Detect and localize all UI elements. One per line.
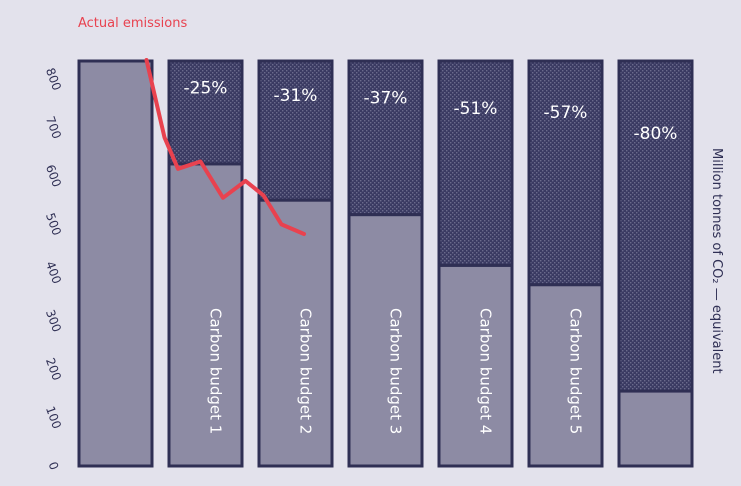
bars-group: -25% Carbon budget 1 -31% Carbon budget 2 -3… <box>77 59 694 468</box>
y-axis: 0 100 200 300 400 500 600 700 800 <box>43 66 64 472</box>
bar-reduction-segment <box>437 59 514 267</box>
bar-emissions-segment <box>257 198 334 468</box>
bar-emissions-segment <box>77 59 154 468</box>
y-tick-label: 100 <box>43 404 64 430</box>
y-axis-label: Million tonnes of CO₂ — equivalent <box>709 148 724 374</box>
reduction-label: -37% <box>364 89 408 109</box>
y-tick-label: 800 <box>43 66 64 92</box>
bar-reduction-segment <box>167 59 244 166</box>
bar-reduction-segment <box>347 59 424 217</box>
y-tick-label: 500 <box>43 211 64 237</box>
bar-reduction-segment <box>527 59 604 287</box>
reduction-label: -57% <box>544 103 588 123</box>
reduction-label: -31% <box>274 86 318 106</box>
y-tick-label: 600 <box>43 163 64 189</box>
bar-reduction-segment <box>257 59 334 202</box>
category-label: Carbon budget 3 <box>387 308 405 434</box>
bar-reduction-segment <box>617 59 694 393</box>
category-label: Carbon budget 2 <box>297 308 315 434</box>
bar-emissions-segment <box>617 389 694 468</box>
y-tick-label: 400 <box>43 259 64 285</box>
y-tick-label: 700 <box>43 114 64 140</box>
reduction-label: -51% <box>454 99 498 119</box>
y-tick-label: 200 <box>43 356 64 382</box>
actual-emissions-line <box>144 58 306 236</box>
y-tick-label: 300 <box>43 308 64 334</box>
reduction-label: -25% <box>184 79 228 99</box>
category-label: Carbon budget 5 <box>567 308 585 434</box>
bar-emissions-segment <box>437 263 514 468</box>
y-tick-label: 0 <box>46 460 62 472</box>
reduction-label: -80% <box>634 124 678 144</box>
category-label: Carbon budget 1 <box>207 308 225 434</box>
bar-emissions-segment <box>527 283 604 468</box>
legend-actual-emissions: Actual emissions <box>78 16 187 31</box>
bar-emissions-segment <box>347 213 424 468</box>
bar-emissions-segment <box>167 162 244 468</box>
category-label: Carbon budget 4 <box>477 308 495 434</box>
